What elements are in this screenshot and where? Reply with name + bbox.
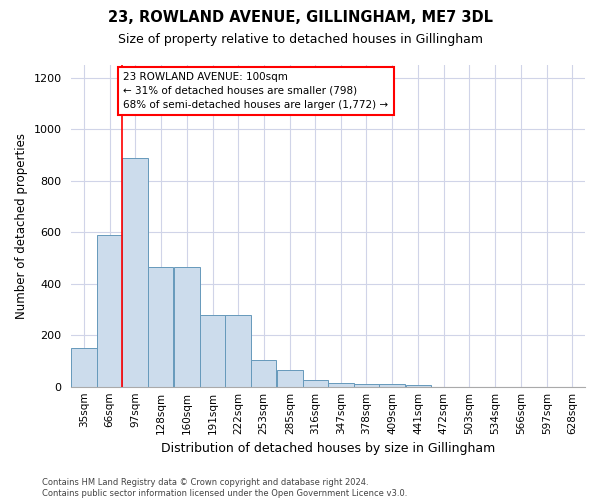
X-axis label: Distribution of detached houses by size in Gillingham: Distribution of detached houses by size …	[161, 442, 496, 455]
Bar	[226, 314, 251, 386]
Bar	[328, 383, 354, 386]
Bar	[200, 314, 226, 386]
Bar	[379, 384, 405, 386]
Y-axis label: Number of detached properties: Number of detached properties	[15, 133, 28, 319]
Text: 23 ROWLAND AVENUE: 100sqm
← 31% of detached houses are smaller (798)
68% of semi: 23 ROWLAND AVENUE: 100sqm ← 31% of detac…	[123, 72, 388, 110]
Bar	[251, 360, 277, 386]
Bar	[71, 348, 97, 387]
Text: 23, ROWLAND AVENUE, GILLINGHAM, ME7 3DL: 23, ROWLAND AVENUE, GILLINGHAM, ME7 3DL	[107, 10, 493, 25]
Bar	[97, 235, 122, 386]
Bar	[302, 380, 328, 386]
Bar	[277, 370, 302, 386]
Bar	[174, 267, 200, 386]
Bar	[354, 384, 379, 386]
Text: Contains HM Land Registry data © Crown copyright and database right 2024.
Contai: Contains HM Land Registry data © Crown c…	[42, 478, 407, 498]
Text: Size of property relative to detached houses in Gillingham: Size of property relative to detached ho…	[118, 32, 482, 46]
Bar	[122, 158, 148, 386]
Bar	[148, 267, 173, 386]
